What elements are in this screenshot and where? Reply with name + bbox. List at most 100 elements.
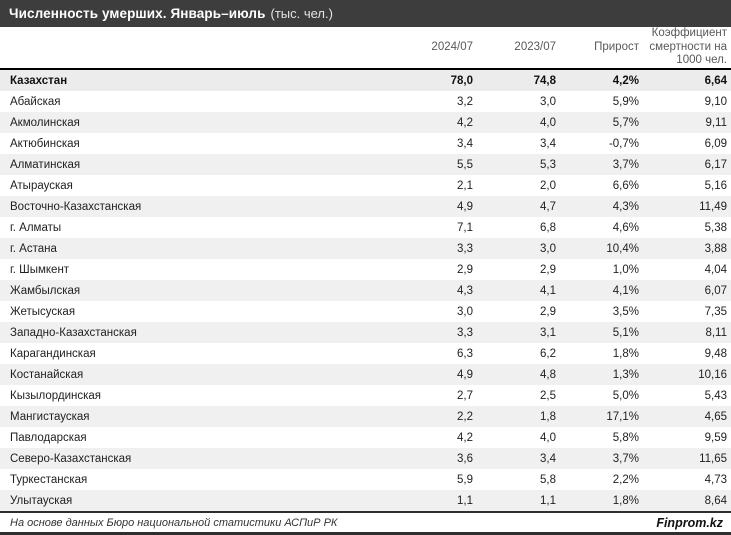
cell-2024: 3,0 (457, 305, 473, 318)
table-row: г. Астана 3,3 3,0 10,4% 3,88 (0, 238, 731, 259)
cell-2023: 5,3 (540, 158, 556, 171)
table-row: Актюбинская 3,4 3,4 -0,7% 6,09 (0, 133, 731, 154)
cell-2023: 4,0 (540, 116, 556, 129)
cell-growth: 1,3% (612, 368, 639, 381)
table-row: Павлодарская 4,2 4,0 5,8% 9,59 (0, 427, 731, 448)
table-body: Казахстан 78,0 74,8 4,2% 6,64 Абайская 3,2 3,0 5… (0, 70, 731, 511)
cell-2024: 3,3 (457, 242, 473, 255)
cell-2023: 3,0 (540, 95, 556, 108)
row-label: Северо-Казахстанская (10, 452, 132, 465)
cell-growth: 6,6% (612, 179, 639, 192)
cell-growth: 4,3% (612, 200, 639, 213)
cell-rate: 6,64 (704, 74, 727, 87)
cell-2024: 4,2 (457, 116, 473, 129)
row-label: Мангистауская (10, 410, 90, 423)
row-label: Акмолинская (10, 116, 80, 129)
row-label: Абайская (10, 95, 61, 108)
column-header-rate: Коэффициент смертности на 1000 чел. (649, 27, 727, 67)
cell-rate: 5,38 (704, 221, 727, 234)
table-row: Мангистауская 2,2 1,8 17,1% 4,65 (0, 406, 731, 427)
row-label: Алматинская (10, 158, 81, 171)
table-row: Абайская 3,2 3,0 5,9% 9,10 (0, 91, 731, 112)
brand-watermark: Finprom.kz (656, 515, 723, 530)
cell-rate: 6,17 (704, 158, 727, 171)
row-label: Карагандинская (10, 347, 96, 360)
row-label: Кызылординская (10, 389, 102, 402)
column-header-growth: Прирост (594, 40, 639, 53)
cell-rate: 4,73 (704, 473, 727, 486)
cell-2023: 2,0 (540, 179, 556, 192)
cell-2023: 3,1 (540, 326, 556, 339)
cell-2023: 2,9 (540, 305, 556, 318)
cell-rate: 3,88 (704, 242, 727, 255)
cell-rate: 8,11 (705, 326, 727, 339)
cell-growth: 5,7% (612, 116, 639, 129)
title-bar: Численность умерших. Январь–июль (тыс. ч… (0, 0, 731, 27)
cell-growth: 5,1% (612, 326, 639, 339)
cell-2024: 4,2 (457, 431, 473, 444)
cell-2024: 5,9 (457, 473, 473, 486)
cell-2024: 2,1 (457, 179, 473, 192)
cell-2024: 4,9 (457, 200, 473, 213)
cell-2023: 4,7 (540, 200, 556, 213)
figure-title-unit: (тыс. чел.) (270, 6, 333, 21)
cell-rate: 4,65 (704, 410, 727, 423)
cell-2024: 2,7 (457, 389, 473, 402)
row-label: Восточно-Казахстанская (10, 200, 142, 213)
table-row: Улытауская 1,1 1,1 1,8% 8,64 (0, 490, 731, 511)
cell-2024: 5,5 (457, 158, 473, 171)
cell-2024: 3,2 (457, 95, 473, 108)
cell-2024: 4,3 (457, 284, 473, 297)
row-label: Западно-Казахстанская (10, 326, 137, 339)
cell-2024: 2,2 (457, 410, 473, 423)
table-row: Алматинская 5,5 5,3 3,7% 6,17 (0, 154, 731, 175)
cell-2024: 78,0 (450, 74, 473, 87)
cell-2023: 3,4 (540, 452, 556, 465)
cell-2023: 3,4 (540, 137, 556, 150)
cell-rate: 9,59 (704, 431, 727, 444)
cell-rate: 11,49 (699, 200, 727, 213)
data-source-note: На основе данных Бюро национальной стати… (10, 516, 338, 529)
bottom-rule (0, 532, 731, 535)
table-row: Атырауская 2,1 2,0 6,6% 5,16 (0, 175, 731, 196)
cell-growth: 5,0% (612, 389, 639, 402)
cell-2024: 1,1 (457, 494, 473, 507)
row-label: Костанайская (10, 368, 84, 381)
table-row: Северо-Казахстанская 3,6 3,4 3,7% 11,65 (0, 448, 731, 469)
cell-2024: 3,3 (457, 326, 473, 339)
table-row: Туркестанская 5,9 5,8 2,2% 4,73 (0, 469, 731, 490)
cell-growth: 5,9% (612, 95, 639, 108)
cell-2023: 2,5 (540, 389, 556, 402)
table-row: Жетысуская 3,0 2,9 3,5% 7,35 (0, 301, 731, 322)
cell-rate: 6,09 (704, 137, 727, 150)
cell-growth: 4,1% (612, 284, 639, 297)
cell-2023: 6,2 (540, 347, 556, 360)
cell-rate: 10,16 (698, 368, 727, 381)
table-row: Кызылординская 2,7 2,5 5,0% 5,43 (0, 385, 731, 406)
cell-rate: 9,10 (704, 95, 727, 108)
cell-rate: 4,04 (704, 263, 727, 276)
cell-2023: 5,8 (540, 473, 556, 486)
table-row: Восточно-Казахстанская 4,9 4,7 4,3% 11,49 (0, 196, 731, 217)
cell-2024: 4,9 (457, 368, 473, 381)
cell-growth: 4,2% (612, 74, 639, 87)
table-row: Костанайская 4,9 4,8 1,3% 10,16 (0, 364, 731, 385)
row-label: Павлодарская (10, 431, 87, 444)
cell-growth: 3,5% (612, 305, 639, 318)
footer: На основе данных Бюро национальной стати… (0, 511, 731, 532)
cell-2024: 7,1 (457, 221, 473, 234)
row-label: Жамбылская (10, 284, 81, 297)
table-row: Жамбылская 4,3 4,1 4,1% 6,07 (0, 280, 731, 301)
row-label: Казахстан (10, 74, 68, 87)
cell-growth: 17,1% (606, 410, 639, 423)
table-row-total: Казахстан 78,0 74,8 4,2% 6,64 (0, 70, 731, 91)
cell-growth: 1,0% (612, 263, 639, 276)
cell-growth: 1,8% (612, 494, 639, 507)
column-header-2024: 2024/07 (431, 40, 473, 53)
row-label: Актюбинская (10, 137, 80, 150)
cell-2023: 1,1 (540, 494, 556, 507)
cell-growth: 2,2% (612, 473, 639, 486)
cell-2023: 1,8 (540, 410, 556, 423)
cell-rate: 11,65 (699, 452, 727, 465)
cell-growth: 1,8% (612, 347, 639, 360)
